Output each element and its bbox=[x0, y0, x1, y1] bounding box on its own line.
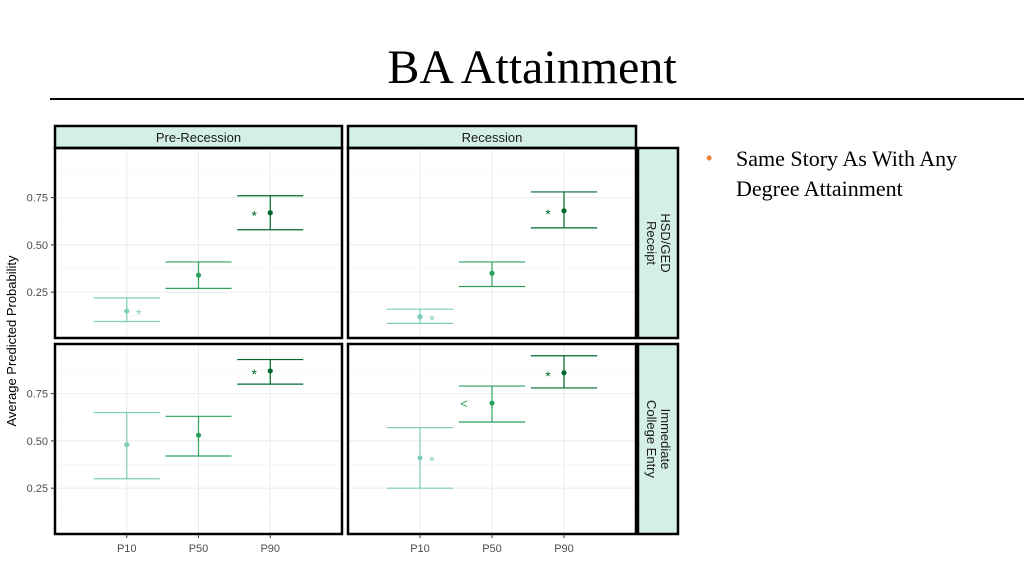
panel-grid bbox=[348, 344, 636, 534]
slide-title: BA Attainment bbox=[387, 41, 677, 94]
data-point bbox=[124, 308, 130, 314]
panel-grid bbox=[348, 148, 636, 338]
bullet-marker: • bbox=[706, 148, 713, 168]
data-point bbox=[489, 270, 495, 276]
y-tick-label: 0.50 bbox=[27, 240, 48, 252]
data-point bbox=[267, 210, 273, 216]
significance-marker: * bbox=[136, 306, 142, 322]
data-point bbox=[561, 370, 567, 376]
y-tick-label: 0.50 bbox=[27, 436, 48, 448]
data-point bbox=[417, 314, 423, 320]
data-point bbox=[195, 432, 202, 438]
facet-strip-label: Recession bbox=[462, 130, 523, 145]
significance-marker: * bbox=[545, 368, 551, 384]
data-point bbox=[561, 208, 567, 214]
data-point bbox=[124, 442, 130, 448]
data-point bbox=[489, 400, 495, 406]
facet-strip-label: Pre-Recession bbox=[156, 130, 241, 145]
x-tick-label: P10 bbox=[410, 543, 430, 555]
panel-border bbox=[346, 146, 638, 340]
y-tick-label: 0.25 bbox=[27, 287, 48, 299]
data-point bbox=[195, 272, 202, 278]
significance-marker: * bbox=[429, 312, 435, 328]
y-tick-label: 0.75 bbox=[27, 193, 48, 205]
y-tick-label: 0.25 bbox=[27, 483, 48, 495]
faceted-point-range-chart: Average Predicted Probability Pre-Recessi… bbox=[4, 124, 680, 555]
panel-border bbox=[53, 146, 344, 340]
title-divider bbox=[50, 98, 1024, 100]
significance-marker: < bbox=[460, 396, 468, 411]
significance-marker: * bbox=[545, 206, 551, 222]
facet-strip-label: ImmediateCollege Entry bbox=[644, 400, 673, 479]
x-tick-label: P50 bbox=[482, 543, 502, 555]
panel-grid bbox=[55, 148, 342, 338]
x-tick-label: P50 bbox=[189, 543, 209, 555]
x-tick-label: P10 bbox=[117, 543, 137, 555]
x-tick-label: P90 bbox=[554, 543, 574, 555]
significance-marker: * bbox=[429, 453, 435, 469]
significance-marker: * bbox=[252, 366, 258, 382]
facet-strip bbox=[636, 342, 680, 536]
data-point bbox=[267, 368, 273, 374]
bullet-item: Same Story As With Any Degree Attainment bbox=[736, 146, 958, 201]
x-tick-label: P90 bbox=[260, 543, 280, 555]
facet-strip-label: HSD/GEDReceipt bbox=[644, 213, 673, 272]
y-tick-label: 0.75 bbox=[27, 389, 48, 401]
facet-strip bbox=[636, 146, 680, 340]
y-axis-title: Average Predicted Probability bbox=[4, 255, 19, 427]
significance-marker: * bbox=[252, 208, 258, 224]
data-point bbox=[417, 455, 423, 461]
